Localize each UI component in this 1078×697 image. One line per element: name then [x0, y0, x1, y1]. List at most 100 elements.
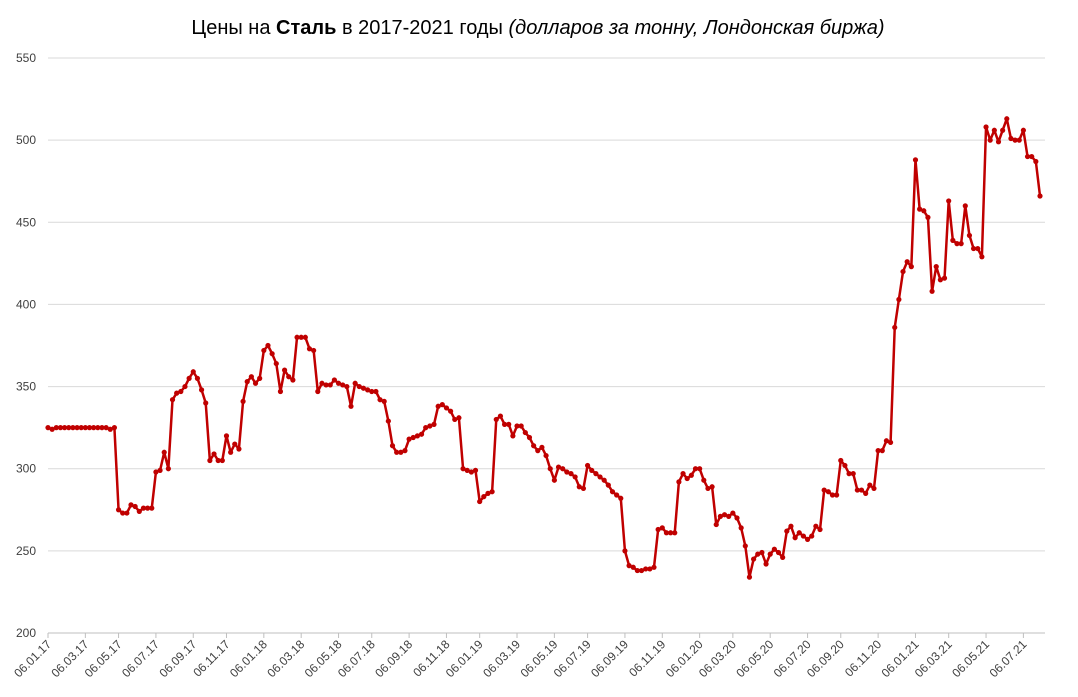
marker: [323, 382, 329, 388]
marker: [730, 510, 736, 516]
marker: [286, 374, 292, 380]
marker: [568, 471, 574, 477]
marker: [431, 421, 437, 427]
marker: [186, 375, 192, 381]
marker: [904, 259, 910, 265]
marker: [472, 467, 479, 473]
marker: [49, 426, 55, 432]
marker: [705, 485, 711, 492]
x-tick-label: 06.03.21: [912, 637, 955, 680]
marker: [456, 415, 462, 421]
marker: [821, 487, 827, 493]
marker: [692, 466, 699, 472]
marker: [1000, 127, 1006, 133]
marker: [850, 471, 856, 477]
marker: [124, 510, 130, 516]
marker: [531, 443, 537, 449]
marker: [452, 416, 458, 423]
marker: [763, 561, 769, 567]
marker: [240, 398, 246, 404]
marker: [958, 241, 964, 247]
marker: [638, 567, 645, 574]
marker: [933, 264, 939, 270]
marker: [394, 449, 400, 455]
marker: [543, 452, 549, 459]
marker: [547, 466, 553, 472]
marker: [921, 208, 927, 214]
marker: [701, 477, 707, 483]
marker: [74, 425, 80, 431]
marker: [551, 477, 557, 483]
x-tick-label: 06.07.21: [987, 637, 1030, 680]
marker: [111, 425, 118, 431]
marker: [360, 385, 367, 391]
marker: [398, 449, 404, 455]
marker: [99, 425, 105, 431]
marker: [680, 471, 686, 477]
marker: [269, 351, 275, 357]
marker: [169, 397, 176, 403]
x-tick-label: 06.11.19: [626, 637, 669, 680]
marker: [435, 403, 441, 409]
marker: [194, 375, 201, 381]
marker: [265, 342, 271, 349]
marker: [448, 408, 454, 414]
marker: [161, 449, 167, 455]
marker: [439, 402, 445, 408]
marker: [979, 254, 985, 260]
marker: [178, 388, 184, 395]
marker: [377, 397, 383, 403]
x-tick-label: 06.11.17: [190, 637, 233, 680]
marker: [115, 507, 122, 513]
title-part: в 2017-2021 годы: [342, 17, 503, 39]
marker: [734, 515, 740, 521]
marker: [510, 433, 516, 439]
marker: [327, 382, 333, 388]
marker: [464, 467, 470, 473]
marker: [829, 492, 836, 498]
marker: [564, 469, 570, 475]
marker: [352, 380, 358, 386]
marker: [223, 433, 230, 439]
marker: [228, 449, 234, 455]
marker: [614, 492, 620, 498]
marker: [746, 574, 753, 580]
marker: [311, 347, 317, 354]
marker: [1037, 193, 1043, 199]
marker: [1033, 158, 1039, 165]
x-tick-label: 06.07.19: [551, 637, 594, 680]
marker: [1008, 135, 1014, 142]
marker: [149, 505, 155, 511]
marker: [86, 425, 93, 431]
marker: [825, 489, 831, 495]
marker: [273, 360, 279, 367]
marker: [535, 448, 541, 454]
x-tick-label: 06.09.19: [588, 637, 631, 680]
marker: [784, 528, 790, 534]
marker: [991, 127, 997, 133]
marker: [319, 380, 325, 386]
x-tick-label: 06.03.19: [480, 637, 523, 680]
marker: [572, 474, 578, 480]
marker: [1029, 153, 1035, 160]
marker: [962, 203, 968, 209]
marker: [788, 523, 794, 529]
marker: [190, 369, 196, 375]
marker: [900, 268, 906, 275]
y-tick-label: 500: [16, 133, 36, 147]
marker: [651, 564, 657, 570]
marker: [302, 334, 308, 340]
marker: [854, 487, 860, 493]
line: [47, 117, 1042, 579]
marker: [1016, 137, 1022, 143]
marker: [381, 398, 387, 404]
marker: [663, 530, 670, 536]
marker: [468, 469, 474, 475]
marker: [514, 423, 520, 429]
marker: [331, 377, 337, 383]
marker: [871, 485, 877, 492]
x-tick-label: 06.01.17: [11, 637, 54, 680]
marker: [248, 374, 254, 380]
marker: [875, 448, 881, 454]
